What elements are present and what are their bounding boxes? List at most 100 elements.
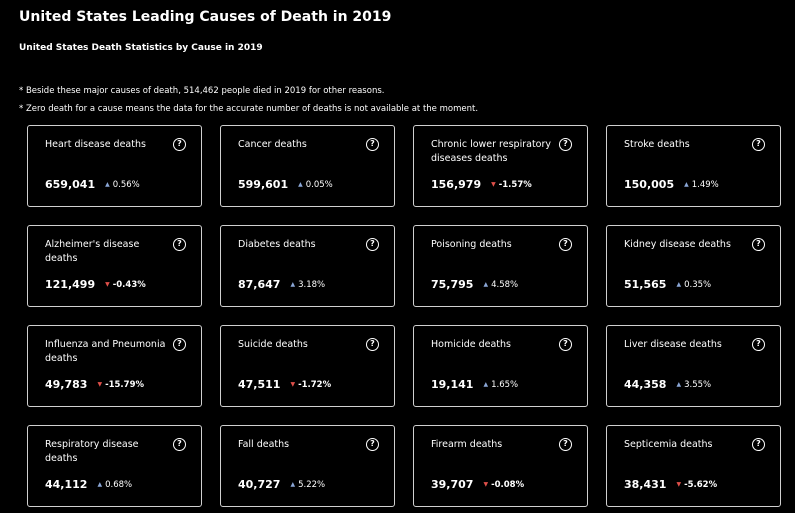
help-icon[interactable]: ?: [173, 238, 186, 251]
card-septicemia: Septicemia deaths ? 38,431 ▼ -5.62%: [606, 425, 781, 507]
death-count: 19,141: [431, 378, 474, 391]
death-count: 44,358: [624, 378, 667, 391]
help-icon[interactable]: ?: [752, 138, 765, 151]
value-row: 49,783 ▼ -15.79%: [45, 378, 144, 391]
value-row: 40,727 ▲ 5.22%: [238, 478, 325, 491]
change-percent: -5.62%: [684, 479, 718, 490]
arrow-down-icon: ▼: [491, 181, 496, 188]
arrow-up-icon: ▲: [290, 481, 296, 488]
help-icon[interactable]: ?: [366, 138, 379, 151]
value-row: 599,601 ▲ 0.05%: [238, 178, 333, 191]
change-percent: 3.55%: [684, 379, 712, 390]
death-count: 659,041: [45, 178, 96, 191]
value-row: 44,112 ▲ 0.68%: [45, 478, 132, 491]
help-icon[interactable]: ?: [559, 238, 572, 251]
cause-label: Fall deaths: [238, 439, 290, 450]
change-percent: 1.49%: [691, 179, 719, 190]
card-chronic-lower-respiratory: Chronic lower respiratory diseases death…: [413, 125, 588, 207]
value-row: 39,707 ▼ -0.08%: [431, 478, 524, 491]
change-percent: -15.79%: [105, 379, 145, 390]
death-count: 40,727: [238, 478, 281, 491]
change-percent: 3.18%: [298, 279, 326, 290]
death-count: 47,511: [238, 378, 281, 391]
arrow-up-icon: ▲: [684, 181, 689, 188]
value-row: 87,647 ▲ 3.18%: [238, 278, 325, 291]
help-icon[interactable]: ?: [173, 138, 186, 151]
cause-label: Chronic lower respiratory diseases death…: [431, 139, 552, 164]
death-count: 150,005: [624, 178, 675, 191]
help-icon[interactable]: ?: [752, 438, 765, 451]
cause-label: Alzheimer's disease deaths: [45, 239, 140, 264]
arrow-down-icon: ▼: [290, 381, 296, 388]
help-icon[interactable]: ?: [752, 238, 765, 251]
change-percent: 0.35%: [684, 279, 712, 290]
help-icon[interactable]: ?: [366, 238, 379, 251]
death-count: 49,783: [45, 378, 88, 391]
cause-label: Stroke deaths: [624, 139, 690, 150]
help-icon[interactable]: ?: [366, 438, 379, 451]
death-count: 39,707: [431, 478, 474, 491]
change-percent: 0.68%: [105, 479, 133, 490]
card-suicide: Suicide deaths ? 47,511 ▼ -1.72%: [220, 325, 395, 407]
change-percent: -1.72%: [298, 379, 332, 390]
arrow-up-icon: ▲: [483, 281, 489, 288]
change-percent: -1.57%: [498, 179, 532, 190]
help-icon[interactable]: ?: [366, 338, 379, 351]
card-respiratory-disease: Respiratory disease deaths ? 44,112 ▲ 0.…: [27, 425, 202, 507]
cause-label: Respiratory disease deaths: [45, 439, 139, 464]
change-percent: 4.58%: [491, 279, 519, 290]
death-count: 51,565: [624, 278, 667, 291]
death-count: 599,601: [238, 178, 289, 191]
change-percent: -0.43%: [112, 279, 146, 290]
arrow-down-icon: ▼: [105, 281, 110, 288]
help-icon[interactable]: ?: [559, 338, 572, 351]
card-fall: Fall deaths ? 40,727 ▲ 5.22%: [220, 425, 395, 507]
arrow-up-icon: ▲: [676, 381, 682, 388]
death-count: 121,499: [45, 278, 96, 291]
change-percent: 5.22%: [298, 479, 326, 490]
arrow-down-icon: ▼: [676, 481, 682, 488]
value-row: 659,041 ▲ 0.56%: [45, 178, 140, 191]
cause-label: Suicide deaths: [238, 339, 308, 350]
value-row: 44,358 ▲ 3.55%: [624, 378, 711, 391]
death-count: 44,112: [45, 478, 88, 491]
change-percent: 0.05%: [305, 179, 333, 190]
arrow-down-icon: ▼: [483, 481, 489, 488]
help-icon[interactable]: ?: [752, 338, 765, 351]
card-liver-disease: Liver disease deaths ? 44,358 ▲ 3.55%: [606, 325, 781, 407]
cause-label: Influenza and Pneumonia deaths: [45, 339, 166, 364]
cause-card-grid: Heart disease deaths ? 659,041 ▲ 0.56% C…: [27, 125, 783, 507]
cause-label: Liver disease deaths: [624, 339, 722, 350]
change-percent: 1.65%: [491, 379, 519, 390]
note-other-causes: * Beside these major causes of death, 51…: [19, 86, 385, 96]
value-row: 51,565 ▲ 0.35%: [624, 278, 711, 291]
death-count: 156,979: [431, 178, 482, 191]
card-cancer: Cancer deaths ? 599,601 ▲ 0.05%: [220, 125, 395, 207]
card-kidney-disease: Kidney disease deaths ? 51,565 ▲ 0.35%: [606, 225, 781, 307]
card-homicide: Homicide deaths ? 19,141 ▲ 1.65%: [413, 325, 588, 407]
cause-label: Poisoning deaths: [431, 239, 512, 250]
help-icon[interactable]: ?: [173, 438, 186, 451]
cause-label: Firearm deaths: [431, 439, 503, 450]
help-icon[interactable]: ?: [173, 338, 186, 351]
help-icon[interactable]: ?: [559, 438, 572, 451]
arrow-up-icon: ▲: [676, 281, 682, 288]
value-row: 47,511 ▼ -1.72%: [238, 378, 331, 391]
page-subtitle: United States Death Statistics by Cause …: [19, 43, 263, 53]
cause-label: Cancer deaths: [238, 139, 307, 150]
death-count: 75,795: [431, 278, 474, 291]
page-title: United States Leading Causes of Death in…: [19, 9, 392, 25]
help-icon[interactable]: ?: [559, 138, 572, 151]
card-alzheimers: Alzheimer's disease deaths ? 121,499 ▼ -…: [27, 225, 202, 307]
arrow-up-icon: ▲: [298, 181, 303, 188]
value-row: 38,431 ▼ -5.62%: [624, 478, 717, 491]
card-diabetes: Diabetes deaths ? 87,647 ▲ 3.18%: [220, 225, 395, 307]
cause-label: Homicide deaths: [431, 339, 511, 350]
cause-label: Kidney disease deaths: [624, 239, 731, 250]
note-zero-deaths: * Zero death for a cause means the data …: [19, 104, 479, 114]
death-count: 38,431: [624, 478, 667, 491]
arrow-up-icon: ▲: [290, 281, 296, 288]
card-stroke: Stroke deaths ? 150,005 ▲ 1.49%: [606, 125, 781, 207]
value-row: 75,795 ▲ 4.58%: [431, 278, 518, 291]
value-row: 150,005 ▲ 1.49%: [624, 178, 719, 191]
